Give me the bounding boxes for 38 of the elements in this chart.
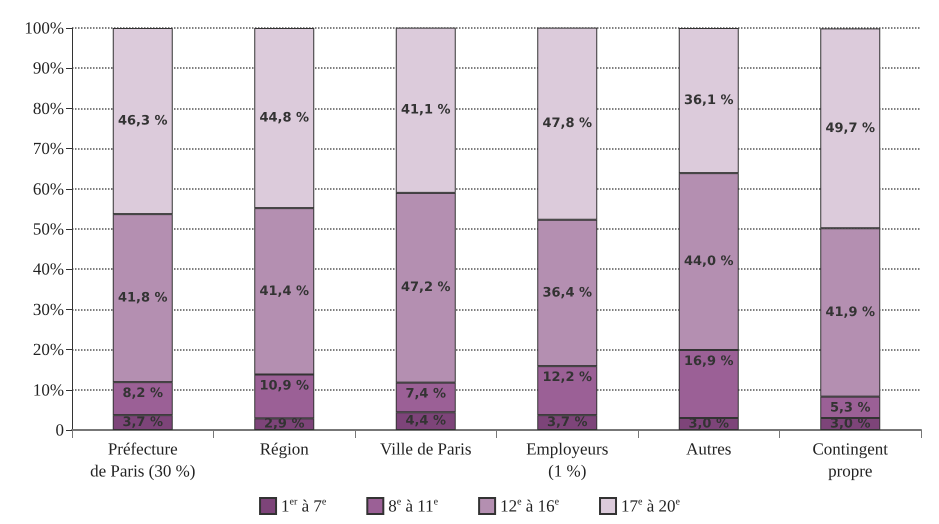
x-tick-label: Région (260, 440, 310, 458)
data-label: 16,9 % (684, 354, 734, 369)
y-tick-label: 0 (56, 420, 64, 440)
y-tick-label: 100% (24, 18, 64, 38)
data-label: 41,4 % (259, 284, 310, 299)
data-label: 12,2 % (542, 370, 592, 386)
x-tick-label: Contingent propre (812, 440, 888, 480)
y-tick-label: 30% (32, 300, 64, 319)
x-tick-label: Ville de Paris (380, 440, 472, 458)
data-label: 10,9 % (259, 378, 310, 394)
y-tick-label: 60% (32, 179, 64, 198)
y-tick-label: 20% (32, 340, 64, 360)
data-label: 4,4 % (405, 414, 446, 429)
data-label: 5,3 % (830, 400, 871, 416)
x-tick-label: Préfecture de Paris (30 %) (90, 440, 196, 480)
y-tick-label: 80% (32, 98, 64, 118)
data-label: 41,9 % (825, 304, 876, 320)
x-tick-label: Employeurs (1 %) (526, 440, 608, 480)
data-label: 47,8 % (542, 116, 592, 132)
data-label: 36,4 % (542, 285, 592, 300)
data-label: 46,3 % (118, 114, 168, 129)
data-label: 41,1 % (400, 102, 451, 118)
data-label: 47,2 % (400, 280, 451, 296)
x-tick-label: Autres (686, 440, 732, 458)
data-label: 3,7 % (122, 415, 164, 430)
y-tick-label: 50% (32, 220, 64, 238)
y-tick-label: 10% (32, 380, 64, 400)
data-label: 7,4 % (405, 386, 446, 402)
data-label: 36,1 % (684, 93, 734, 108)
data-label: 44,8 % (259, 110, 310, 126)
data-label: 3,7 % (546, 415, 588, 430)
y-tick-label: 40% (32, 260, 64, 279)
data-label: 49,7 % (825, 120, 876, 136)
y-tick-label: 90% (32, 58, 64, 78)
data-label: 8,2 % (122, 386, 164, 402)
data-label: 41,8 % (118, 290, 168, 306)
y-tick-label: 70% (32, 139, 64, 158)
data-label: 44,0 % (684, 254, 734, 270)
